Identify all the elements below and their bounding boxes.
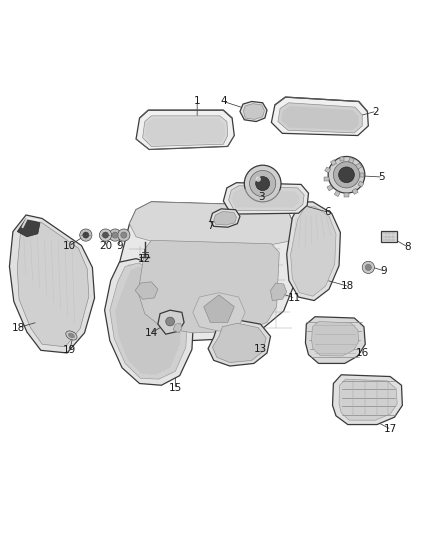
Circle shape: [362, 261, 374, 273]
Bar: [344, 193, 349, 197]
Bar: [360, 173, 364, 177]
Bar: [324, 177, 328, 181]
Circle shape: [256, 176, 270, 190]
Bar: [340, 157, 344, 161]
Circle shape: [99, 229, 112, 241]
Polygon shape: [136, 110, 234, 149]
Circle shape: [118, 229, 130, 241]
Polygon shape: [208, 320, 271, 366]
Text: 17: 17: [384, 424, 397, 434]
Text: 8: 8: [404, 242, 411, 252]
Text: 19: 19: [63, 345, 76, 356]
Circle shape: [166, 317, 174, 326]
Circle shape: [328, 157, 365, 193]
Bar: [348, 157, 354, 164]
Bar: [352, 189, 358, 195]
Text: 4: 4: [220, 96, 227, 107]
Polygon shape: [381, 231, 397, 243]
Text: 12: 12: [138, 254, 152, 264]
Bar: [358, 181, 364, 187]
Polygon shape: [105, 259, 194, 385]
Text: 11: 11: [287, 293, 301, 303]
Text: 7: 7: [207, 221, 214, 231]
Text: 1: 1: [194, 96, 201, 107]
Circle shape: [80, 229, 92, 241]
Circle shape: [365, 264, 371, 270]
Polygon shape: [339, 379, 397, 420]
Polygon shape: [135, 282, 158, 299]
Polygon shape: [214, 212, 237, 225]
Circle shape: [102, 232, 109, 238]
Polygon shape: [143, 116, 228, 147]
Polygon shape: [130, 202, 297, 245]
Bar: [331, 159, 336, 166]
Polygon shape: [271, 283, 287, 301]
Polygon shape: [305, 317, 365, 364]
Circle shape: [339, 167, 354, 183]
Text: 5: 5: [378, 172, 385, 182]
Circle shape: [109, 229, 121, 241]
Polygon shape: [115, 266, 182, 375]
Circle shape: [121, 232, 127, 238]
Circle shape: [250, 171, 276, 197]
Bar: [327, 185, 333, 191]
Bar: [325, 167, 331, 173]
Polygon shape: [332, 375, 403, 425]
Polygon shape: [272, 97, 368, 135]
Polygon shape: [278, 103, 362, 133]
Polygon shape: [281, 106, 359, 130]
Polygon shape: [311, 321, 359, 356]
Text: 18: 18: [11, 322, 25, 333]
Polygon shape: [212, 323, 266, 362]
Ellipse shape: [68, 333, 74, 338]
Polygon shape: [10, 215, 95, 353]
Polygon shape: [287, 202, 340, 301]
Text: 3: 3: [258, 192, 265, 201]
Polygon shape: [138, 240, 279, 333]
Text: 9: 9: [116, 240, 123, 251]
Polygon shape: [158, 310, 184, 334]
Polygon shape: [210, 209, 240, 227]
Bar: [356, 163, 362, 169]
Text: 18: 18: [341, 281, 354, 291]
Polygon shape: [17, 219, 40, 237]
Polygon shape: [110, 263, 187, 379]
Bar: [334, 191, 340, 197]
Polygon shape: [223, 183, 308, 214]
Polygon shape: [231, 189, 300, 207]
Polygon shape: [145, 118, 226, 145]
Text: 14: 14: [145, 328, 158, 338]
Circle shape: [112, 232, 118, 238]
Polygon shape: [290, 206, 336, 296]
Text: 13: 13: [254, 344, 267, 354]
Text: 6: 6: [324, 207, 331, 217]
Circle shape: [83, 232, 89, 238]
Text: 2: 2: [372, 107, 378, 117]
Polygon shape: [173, 323, 182, 333]
Circle shape: [244, 165, 281, 202]
Circle shape: [256, 176, 261, 182]
Polygon shape: [229, 185, 304, 211]
Polygon shape: [244, 103, 265, 119]
Polygon shape: [193, 293, 245, 331]
Polygon shape: [240, 101, 267, 122]
Polygon shape: [17, 220, 89, 347]
Polygon shape: [204, 295, 234, 322]
Polygon shape: [120, 202, 297, 341]
Text: 9: 9: [381, 266, 387, 276]
Text: 10: 10: [63, 240, 76, 251]
Text: 20: 20: [99, 240, 112, 251]
Circle shape: [333, 161, 360, 188]
Text: 15: 15: [169, 383, 182, 393]
Text: 16: 16: [356, 348, 369, 358]
Ellipse shape: [66, 331, 77, 340]
